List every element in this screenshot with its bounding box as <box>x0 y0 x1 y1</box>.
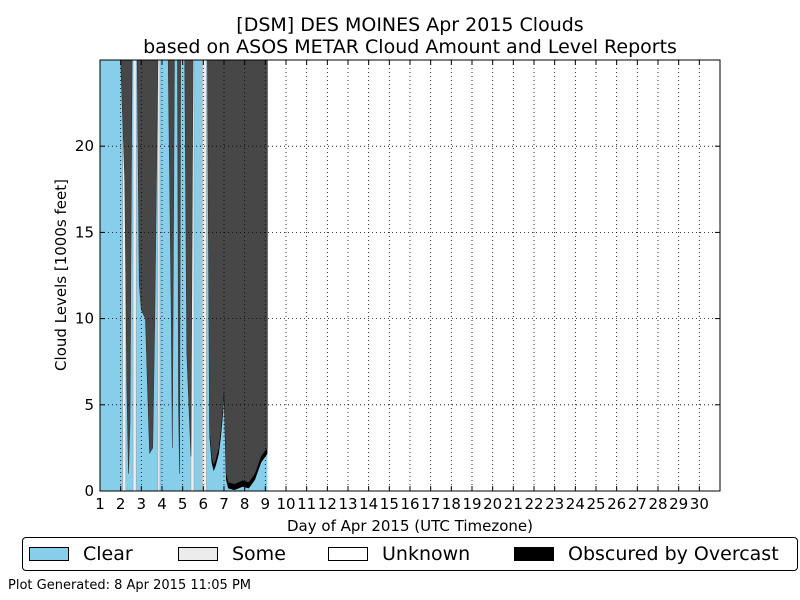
legend-item-clear: Clear <box>29 538 133 570</box>
x-tick-label: 1 <box>95 495 105 513</box>
x-tick-label: 4 <box>157 495 167 513</box>
legend: Clear Some Unknown Obscured by Overcast <box>22 537 798 571</box>
some-coverage-band <box>132 59 137 492</box>
x-tick-label: 13 <box>338 495 357 513</box>
plot-area <box>100 59 268 492</box>
x-tick-label: 16 <box>400 495 419 513</box>
x-tick-label: 25 <box>586 495 605 513</box>
y-axis-label: Cloud Levels [1000s feet] <box>52 179 70 371</box>
y-tick-label: 15 <box>75 223 94 241</box>
legend-swatch-obscured <box>514 547 554 561</box>
x-tick-label: 23 <box>545 495 564 513</box>
legend-item-obscured: Obscured by Overcast <box>514 538 779 570</box>
x-tick-label: 7 <box>219 495 229 513</box>
x-tick-label: 3 <box>137 495 147 513</box>
legend-label-some: Some <box>232 543 286 565</box>
grid-lines <box>100 60 720 491</box>
legend-swatch-clear <box>29 547 69 561</box>
x-tick-label: 27 <box>628 495 647 513</box>
legend-item-unknown: Unknown <box>328 538 470 570</box>
x-tick-label: 14 <box>359 495 378 513</box>
x-tick-label: 8 <box>240 495 250 513</box>
x-tick-label: 12 <box>318 495 337 513</box>
x-tick-label: 18 <box>442 495 461 513</box>
x-tick-label: 17 <box>421 495 440 513</box>
x-tick-label: 26 <box>607 495 626 513</box>
x-tick-label: 9 <box>261 495 271 513</box>
some-coverage-band <box>202 59 207 492</box>
x-tick-label: 21 <box>504 495 523 513</box>
plot-generated-text: Plot Generated: 8 Apr 2015 11:05 PM <box>8 578 252 593</box>
x-tick-label: 19 <box>462 495 481 513</box>
legend-swatch-unknown <box>328 547 368 561</box>
legend-label-unknown: Unknown <box>382 543 471 565</box>
x-tick-label: 15 <box>380 495 399 513</box>
x-tick-label: 28 <box>648 495 667 513</box>
x-tick-label: 30 <box>690 495 709 513</box>
x-tick-label: 22 <box>524 495 543 513</box>
legend-label-clear: Clear <box>83 543 133 565</box>
y-tick-label: 0 <box>84 482 94 500</box>
x-tick-label: 6 <box>199 495 209 513</box>
x-tick-label: 2 <box>116 495 126 513</box>
x-axis-label: Day of Apr 2015 (UTC Timezone) <box>287 517 533 535</box>
legend-label-obscured: Obscured by Overcast <box>568 543 779 565</box>
legend-swatch-some <box>178 547 218 561</box>
chart-subtitle: based on ASOS METAR Cloud Amount and Lev… <box>143 36 677 58</box>
y-tick-label: 10 <box>75 310 94 328</box>
x-tick-label: 11 <box>297 495 316 513</box>
x-tick-label: 20 <box>483 495 502 513</box>
y-tick-label: 20 <box>75 137 94 155</box>
chart-title: [DSM] DES MOINES Apr 2015 Clouds <box>236 14 583 36</box>
legend-item-some: Some <box>178 538 286 570</box>
x-tick-label: 29 <box>669 495 688 513</box>
x-tick-label: 5 <box>178 495 188 513</box>
axis-ticks: 1 2 3 4 5 6 7 8 9 10 11 12 13 14 15 16 17 18 19 20 21 22 23 24 2… <box>75 60 720 513</box>
some-coverage-band <box>157 59 161 492</box>
y-tick-label: 5 <box>84 396 94 414</box>
x-tick-label: 24 <box>566 495 585 513</box>
x-tick-label: 10 <box>276 495 295 513</box>
